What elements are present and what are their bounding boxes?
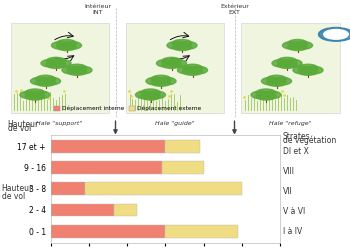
Bar <box>51 204 114 216</box>
FancyBboxPatch shape <box>241 24 340 113</box>
Circle shape <box>177 42 197 49</box>
Circle shape <box>41 60 61 67</box>
Circle shape <box>20 91 40 99</box>
Circle shape <box>62 42 82 49</box>
Circle shape <box>141 89 160 97</box>
Circle shape <box>183 64 202 72</box>
Circle shape <box>293 66 313 74</box>
Circle shape <box>282 42 302 49</box>
Circle shape <box>167 60 187 67</box>
Bar <box>51 182 85 195</box>
Text: Haïe "support": Haïe "support" <box>36 121 83 126</box>
Circle shape <box>277 57 297 65</box>
Text: VIII: VIII <box>283 167 295 176</box>
Circle shape <box>146 77 166 85</box>
Circle shape <box>298 68 318 75</box>
Circle shape <box>25 89 45 97</box>
Circle shape <box>30 77 50 85</box>
Circle shape <box>156 60 176 67</box>
Bar <box>162 161 204 174</box>
Text: de végétation: de végétation <box>283 136 336 145</box>
Circle shape <box>41 77 61 85</box>
Circle shape <box>162 57 181 65</box>
Circle shape <box>167 42 187 49</box>
Text: Intérieur
INT: Intérieur INT <box>84 4 112 15</box>
Circle shape <box>298 64 318 72</box>
Text: Hauteur: Hauteur <box>8 120 39 129</box>
Circle shape <box>256 92 276 100</box>
FancyBboxPatch shape <box>10 24 109 113</box>
Circle shape <box>267 75 286 83</box>
Circle shape <box>51 60 71 67</box>
Circle shape <box>288 43 307 51</box>
Text: V à VI: V à VI <box>283 207 305 216</box>
Circle shape <box>172 43 192 51</box>
Text: I à IV: I à IV <box>283 227 302 236</box>
Circle shape <box>324 30 348 39</box>
Bar <box>51 140 165 153</box>
Circle shape <box>272 77 292 85</box>
Circle shape <box>151 75 171 83</box>
Circle shape <box>46 61 66 68</box>
Bar <box>165 225 238 237</box>
Circle shape <box>36 79 55 86</box>
Circle shape <box>36 75 55 83</box>
Bar <box>165 140 200 153</box>
Text: de vol: de vol <box>8 124 31 133</box>
Circle shape <box>151 79 171 86</box>
Bar <box>51 225 165 237</box>
Circle shape <box>261 77 281 85</box>
Legend: Déplacement interne, Déplacement externe: Déplacement interne, Déplacement externe <box>51 104 204 114</box>
Circle shape <box>57 43 76 51</box>
Circle shape <box>67 68 87 75</box>
Circle shape <box>277 61 297 68</box>
Circle shape <box>141 92 160 100</box>
Circle shape <box>177 66 197 74</box>
Circle shape <box>272 60 292 67</box>
Text: VII: VII <box>283 187 293 196</box>
Text: Extérieur
EXT: Extérieur EXT <box>220 4 249 15</box>
Circle shape <box>67 64 87 72</box>
Text: Strates: Strates <box>283 132 310 141</box>
Bar <box>51 161 162 174</box>
Bar <box>114 204 137 216</box>
FancyBboxPatch shape <box>126 24 224 113</box>
Circle shape <box>293 42 313 49</box>
Circle shape <box>135 91 155 99</box>
Circle shape <box>251 91 271 99</box>
Circle shape <box>30 91 50 99</box>
Circle shape <box>62 66 82 74</box>
Circle shape <box>25 92 45 100</box>
Circle shape <box>267 79 286 86</box>
Circle shape <box>156 77 176 85</box>
Text: Hauteur: Hauteur <box>2 184 33 193</box>
Text: DI et X: DI et X <box>283 147 309 156</box>
Circle shape <box>57 40 76 47</box>
Circle shape <box>256 89 276 97</box>
Circle shape <box>282 60 302 67</box>
Circle shape <box>318 28 350 41</box>
Circle shape <box>172 40 192 47</box>
Bar <box>85 182 242 195</box>
Text: Haïe "refuge": Haïe "refuge" <box>269 121 312 126</box>
Circle shape <box>261 91 281 99</box>
Text: de vol: de vol <box>2 192 25 201</box>
Circle shape <box>162 61 181 68</box>
Circle shape <box>72 66 92 74</box>
Text: Haïe "guide": Haïe "guide" <box>155 121 195 126</box>
Circle shape <box>303 66 323 74</box>
Circle shape <box>183 68 202 75</box>
Circle shape <box>288 40 307 47</box>
Circle shape <box>51 42 71 49</box>
Circle shape <box>46 57 66 65</box>
Circle shape <box>188 66 208 74</box>
Circle shape <box>146 91 166 99</box>
